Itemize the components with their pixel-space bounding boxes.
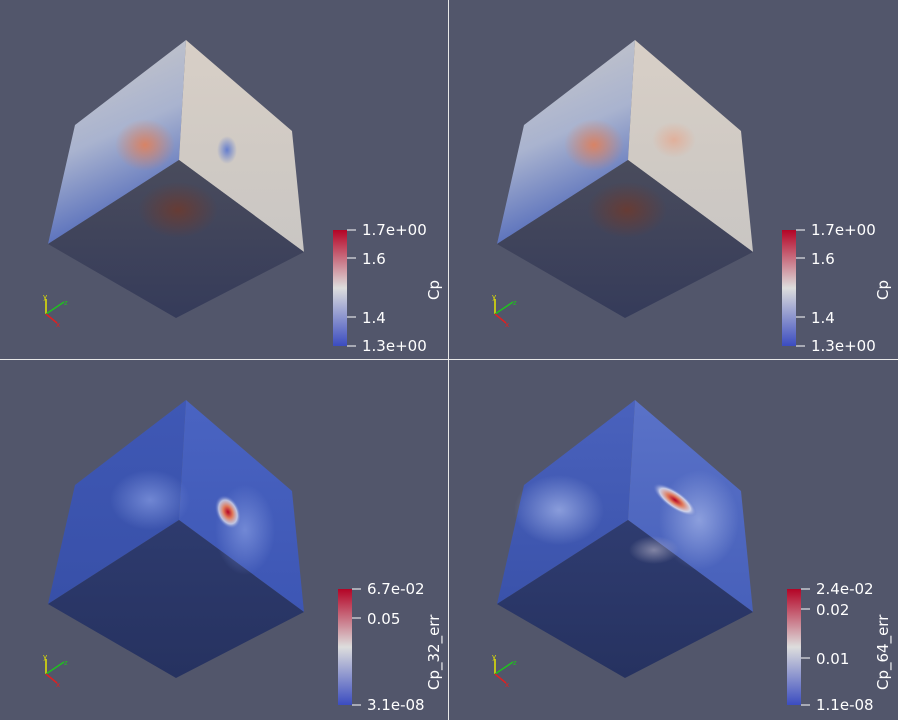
- cube-right-face: [179, 40, 304, 252]
- axis-label-x: x: [505, 321, 509, 329]
- color-legend: 2.4e-02 0.02 0.01 1.1e-08 Cp_64_err: [787, 580, 893, 714]
- orientation-axes: y z x: [43, 653, 68, 689]
- color-bar: [338, 589, 352, 705]
- legend-tick-min: 1.3e+00: [811, 337, 876, 355]
- legend-tick: 1.6: [362, 250, 386, 268]
- color-legend: 6.7e-02 0.05 3.1e-08 Cp_32_err: [338, 580, 444, 714]
- view-splitter-horizontal[interactable]: [0, 359, 898, 360]
- cp-dark-spot: [587, 182, 667, 238]
- legend-tick-max: 6.7e-02: [367, 580, 425, 598]
- cube-bottom-face: [497, 520, 753, 678]
- legend-tick: 0.05: [367, 610, 400, 628]
- view-splitter-vertical[interactable]: [448, 0, 449, 720]
- cp-cold-spot: [217, 136, 237, 164]
- legend-tick: 1.6: [811, 250, 835, 268]
- axis-label-y: y: [492, 293, 496, 301]
- cp-hot-spot: [564, 119, 624, 171]
- orientation-axes: y z x: [492, 293, 517, 329]
- axis-label-z: z: [64, 659, 68, 667]
- legend-tick-max: 2.4e-02: [816, 580, 874, 598]
- cube-bottom-face: [48, 160, 304, 318]
- cube-render[interactable]: [449, 0, 898, 360]
- render-view-top-right[interactable]: 1.7e+00 1.6 1.4 1.3e+00 Cp y z x: [449, 0, 898, 360]
- legend-tick-max: 1.7e+00: [362, 221, 427, 239]
- legend-tick: 1.4: [362, 309, 386, 327]
- axis-label-y: y: [43, 653, 47, 661]
- axis-label-z: z: [513, 659, 517, 667]
- legend-tick: 0.01: [816, 650, 849, 668]
- orientation-axes: y z x: [43, 293, 68, 329]
- legend-title: Cp: [425, 280, 443, 300]
- cube-bottom-face: [48, 520, 304, 678]
- cube-render[interactable]: [0, 360, 449, 720]
- error-hot-spot: [214, 494, 242, 530]
- legend-title: Cp_64_err: [874, 614, 893, 690]
- axis-label-y: y: [43, 293, 47, 301]
- render-view-bottom-left[interactable]: 6.7e-02 0.05 3.1e-08 Cp_32_err y z x: [0, 360, 449, 720]
- legend-tick-min: 3.1e-08: [367, 696, 425, 714]
- cube-render[interactable]: [0, 0, 449, 360]
- axis-label-y: y: [492, 653, 496, 661]
- error-glow: [629, 536, 679, 564]
- render-view-top-left[interactable]: 1.7e+00 1.6 1.4 1.3e+00 Cp y z x: [0, 0, 449, 360]
- color-legend: 1.7e+00 1.6 1.4 1.3e+00 Cp: [333, 221, 443, 355]
- legend-title: Cp: [874, 280, 892, 300]
- color-bar: [782, 230, 796, 346]
- color-legend: 1.7e+00 1.6 1.4 1.3e+00 Cp: [782, 221, 892, 355]
- cp-hot-spot: [115, 119, 175, 171]
- color-bar: [787, 589, 801, 705]
- color-bar: [333, 230, 347, 346]
- legend-tick-max: 1.7e+00: [811, 221, 876, 239]
- error-light-region: [110, 470, 190, 530]
- cube-render[interactable]: [449, 360, 898, 720]
- error-light-region: [514, 475, 604, 545]
- cp-warm-spot: [652, 122, 696, 158]
- legend-tick: 1.4: [811, 309, 835, 327]
- error-hot-spot: [653, 483, 697, 517]
- cp-dark-spot: [138, 182, 218, 238]
- legend-tick-min: 1.3e+00: [362, 337, 427, 355]
- orientation-axes: y z x: [492, 653, 517, 689]
- axis-label-z: z: [513, 299, 517, 307]
- axis-label-z: z: [64, 299, 68, 307]
- render-view-bottom-right[interactable]: 2.4e-02 0.02 0.01 1.1e-08 Cp_64_err y z …: [449, 360, 898, 720]
- legend-title: Cp_32_err: [425, 614, 444, 690]
- axis-label-x: x: [56, 681, 60, 689]
- legend-tick-min: 1.1e-08: [816, 696, 874, 714]
- axis-label-x: x: [505, 681, 509, 689]
- axis-label-x: x: [56, 321, 60, 329]
- legend-tick: 0.02: [816, 601, 849, 619]
- cube-bottom-face: [497, 160, 753, 318]
